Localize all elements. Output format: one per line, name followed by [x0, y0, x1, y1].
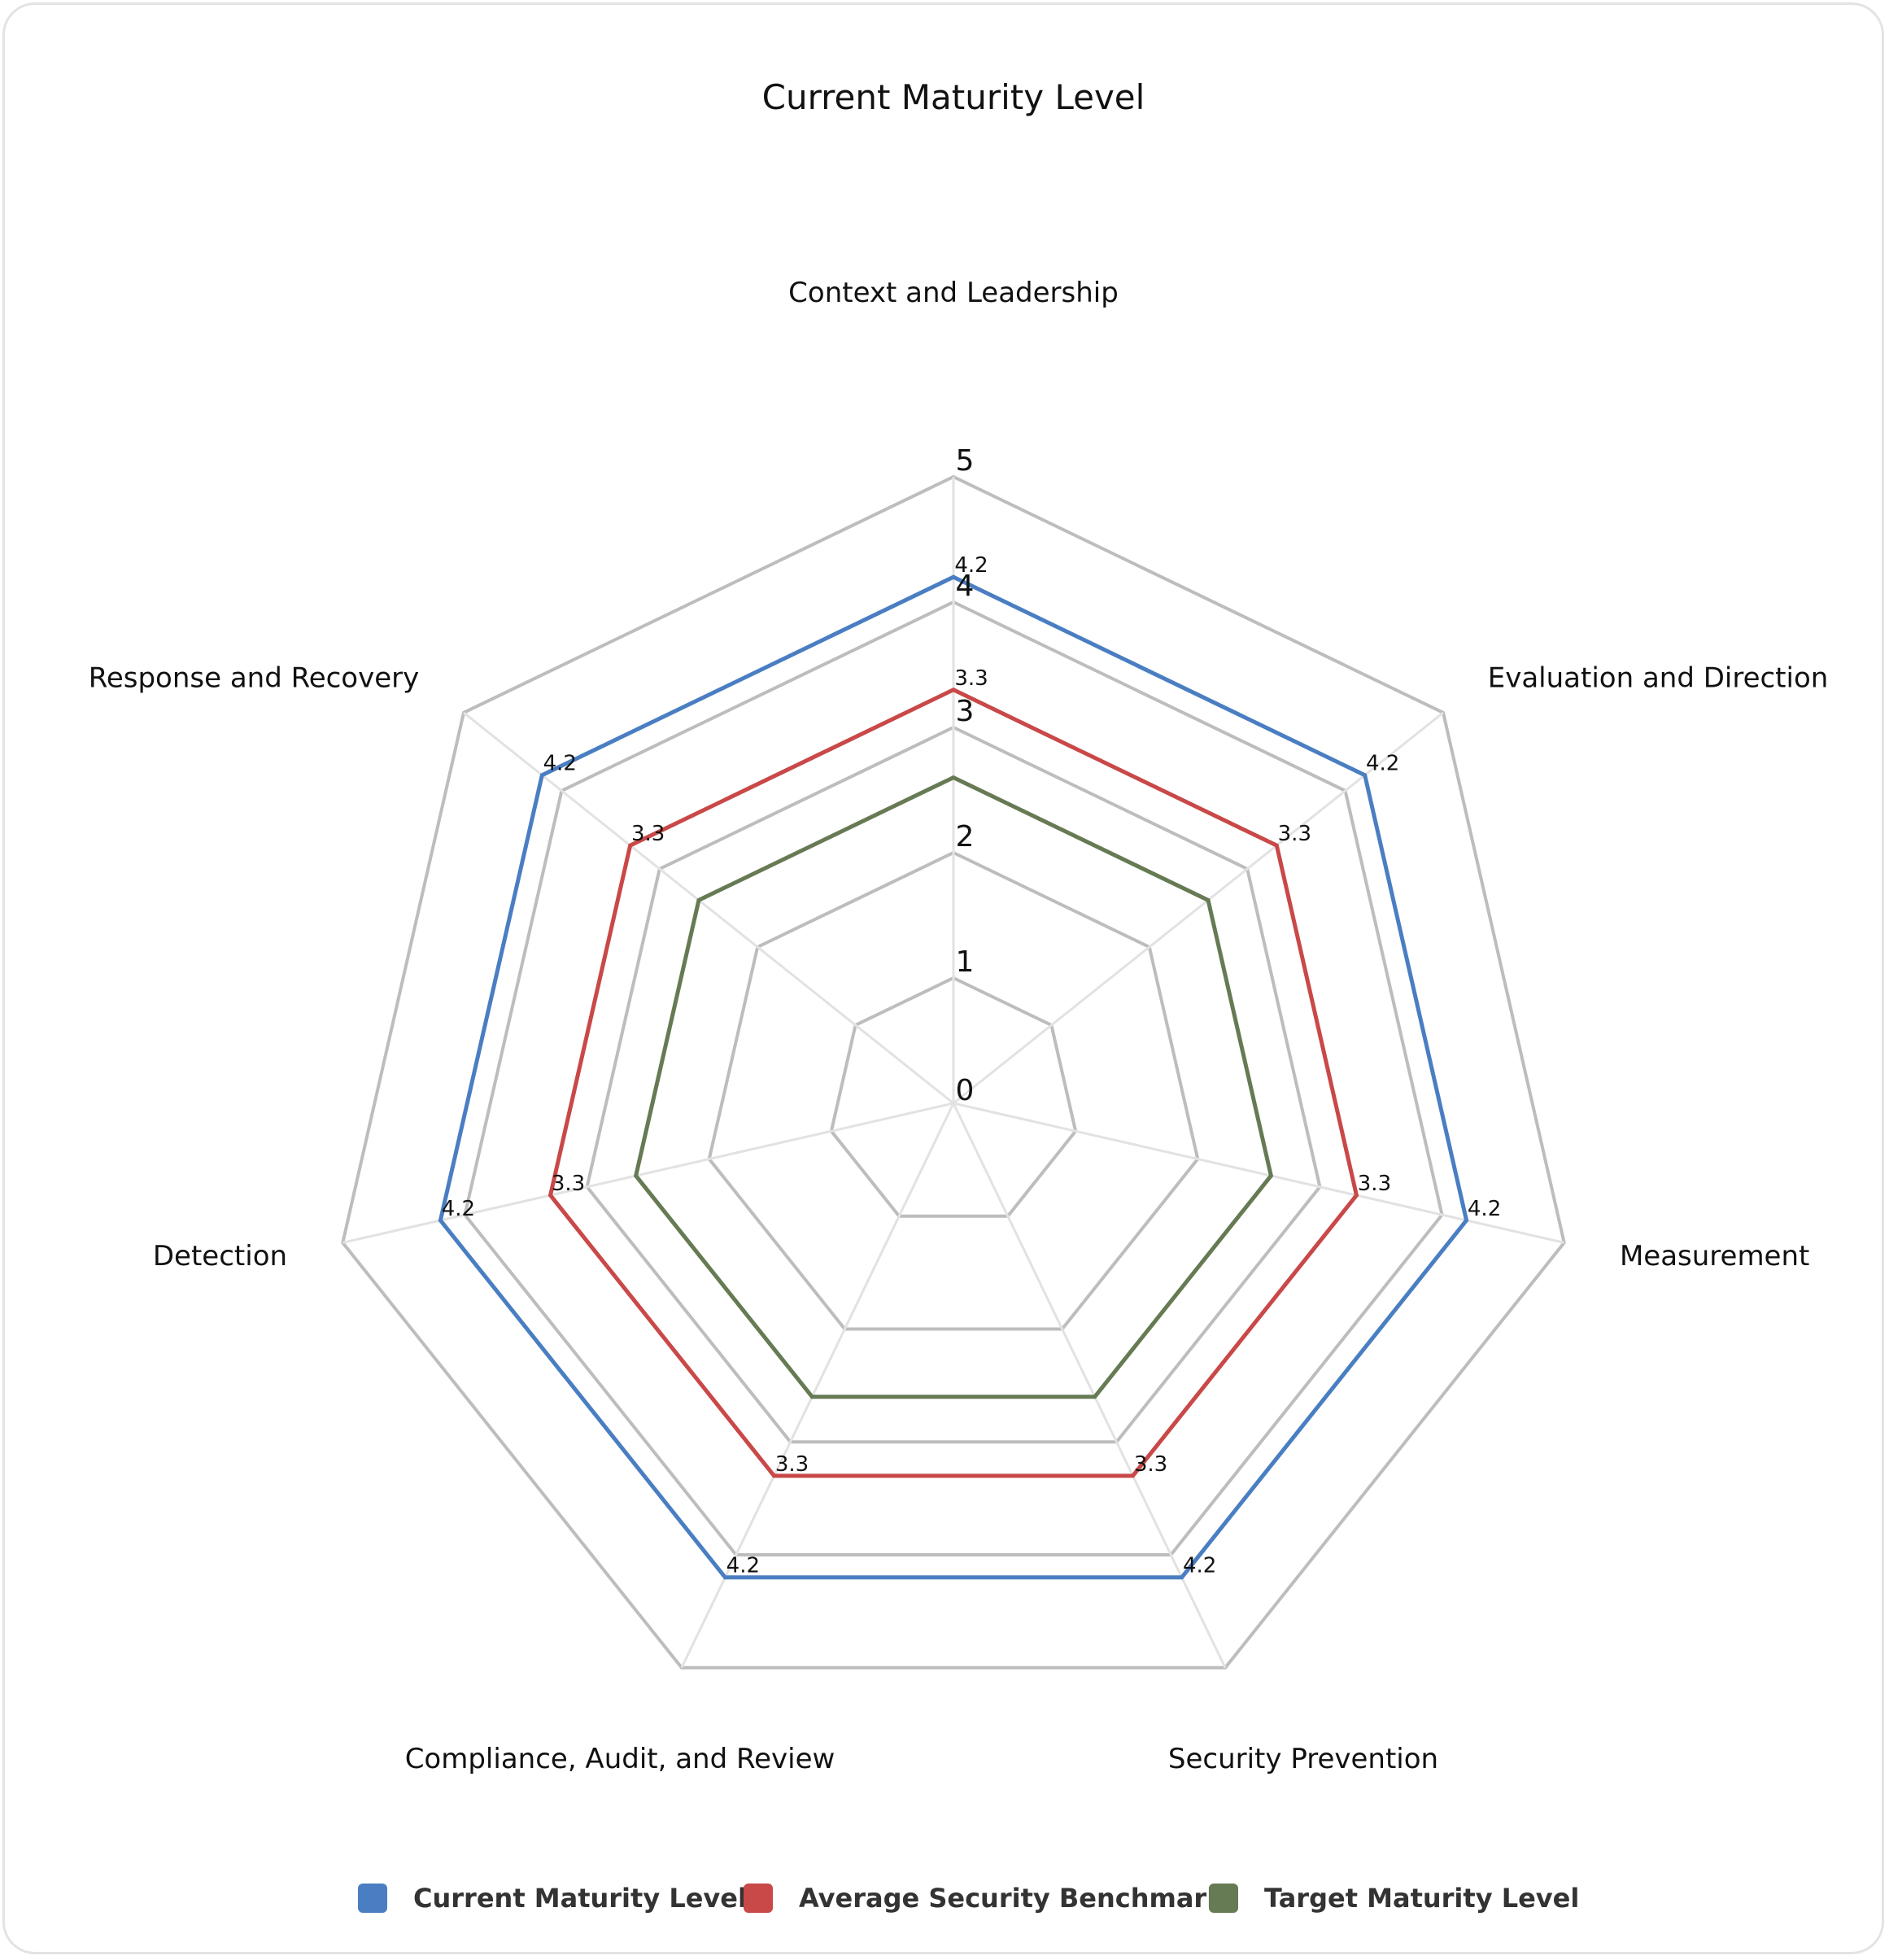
radar-grid — [341, 474, 1566, 1670]
grid-ring — [707, 850, 1200, 1331]
data-label: 3.3 — [954, 666, 988, 691]
data-label: 4.2 — [1183, 1554, 1216, 1578]
radar-spokes — [342, 477, 1565, 1669]
series-line — [438, 574, 1469, 1580]
legend-label: Average Security Benchmark — [799, 1883, 1224, 1914]
grid-ring — [585, 725, 1322, 1444]
data-label: 3.3 — [1134, 1452, 1167, 1477]
chart-title: Current Maturity Level — [762, 77, 1145, 117]
legend-swatch — [744, 1884, 773, 1913]
data-label: 3.3 — [631, 822, 665, 846]
series-line — [633, 775, 1274, 1399]
tick-label: 2 — [956, 820, 975, 853]
radar-spoke — [952, 1102, 1227, 1669]
radar-spoke — [953, 1102, 1565, 1244]
tick-label: 5 — [956, 444, 975, 478]
data-labels: 4.2 4.2 4.2 4.2 4.2 4.2 4.2 3.3 3.3 3.3 3.3 3.3 3.3 3… — [442, 553, 1502, 1578]
grid-ring — [341, 474, 1566, 1670]
legend-label: Current Maturity Level — [413, 1883, 747, 1914]
tick-label: 1 — [956, 945, 975, 979]
tick-label: 4 — [956, 570, 975, 603]
axis-label: Measurement — [1620, 1240, 1809, 1272]
axis-label: Compliance, Audit, and Review — [405, 1743, 835, 1775]
data-label: 3.3 — [775, 1452, 809, 1477]
axis-label: Response and Recovery — [89, 661, 420, 694]
data-label: 3.3 — [1278, 822, 1311, 846]
grid-ring — [463, 600, 1444, 1556]
axis-label: Security Prevention — [1168, 1743, 1438, 1775]
tick-label: 0 — [956, 1074, 975, 1107]
tick-label: 3 — [956, 695, 975, 728]
data-label: 4.2 — [543, 752, 577, 776]
axis-label: Detection — [153, 1240, 287, 1272]
series-line — [548, 688, 1359, 1478]
radar-spoke — [463, 711, 954, 1105]
data-label: 3.3 — [552, 1172, 585, 1196]
legend-swatch — [358, 1884, 387, 1913]
legend-swatch — [1209, 1884, 1238, 1913]
axis-label: Context and Leadership — [788, 277, 1119, 309]
radar-series — [438, 574, 1469, 1580]
legend-label: Target Maturity Level — [1264, 1883, 1579, 1914]
data-label: 4.2 — [726, 1554, 760, 1578]
radar-spoke — [953, 711, 1444, 1105]
grid-ring — [829, 976, 1078, 1218]
data-label: 4.2 — [1366, 752, 1399, 776]
radar-spoke — [342, 1102, 954, 1244]
data-label: 4.2 — [442, 1197, 475, 1221]
data-label: 4.2 — [1468, 1197, 1501, 1221]
legend: Current Maturity Level Average Security B… — [358, 1883, 1579, 1914]
axis-labels: Context and Leadership Evaluation and Dir… — [89, 277, 1829, 1775]
radial-tick-labels: 0 1 2 3 4 5 — [956, 444, 975, 1107]
axis-label: Evaluation and Direction — [1488, 661, 1829, 694]
data-label: 4.2 — [954, 553, 988, 578]
data-label: 3.3 — [1358, 1172, 1391, 1196]
radar-spoke — [680, 1102, 955, 1669]
